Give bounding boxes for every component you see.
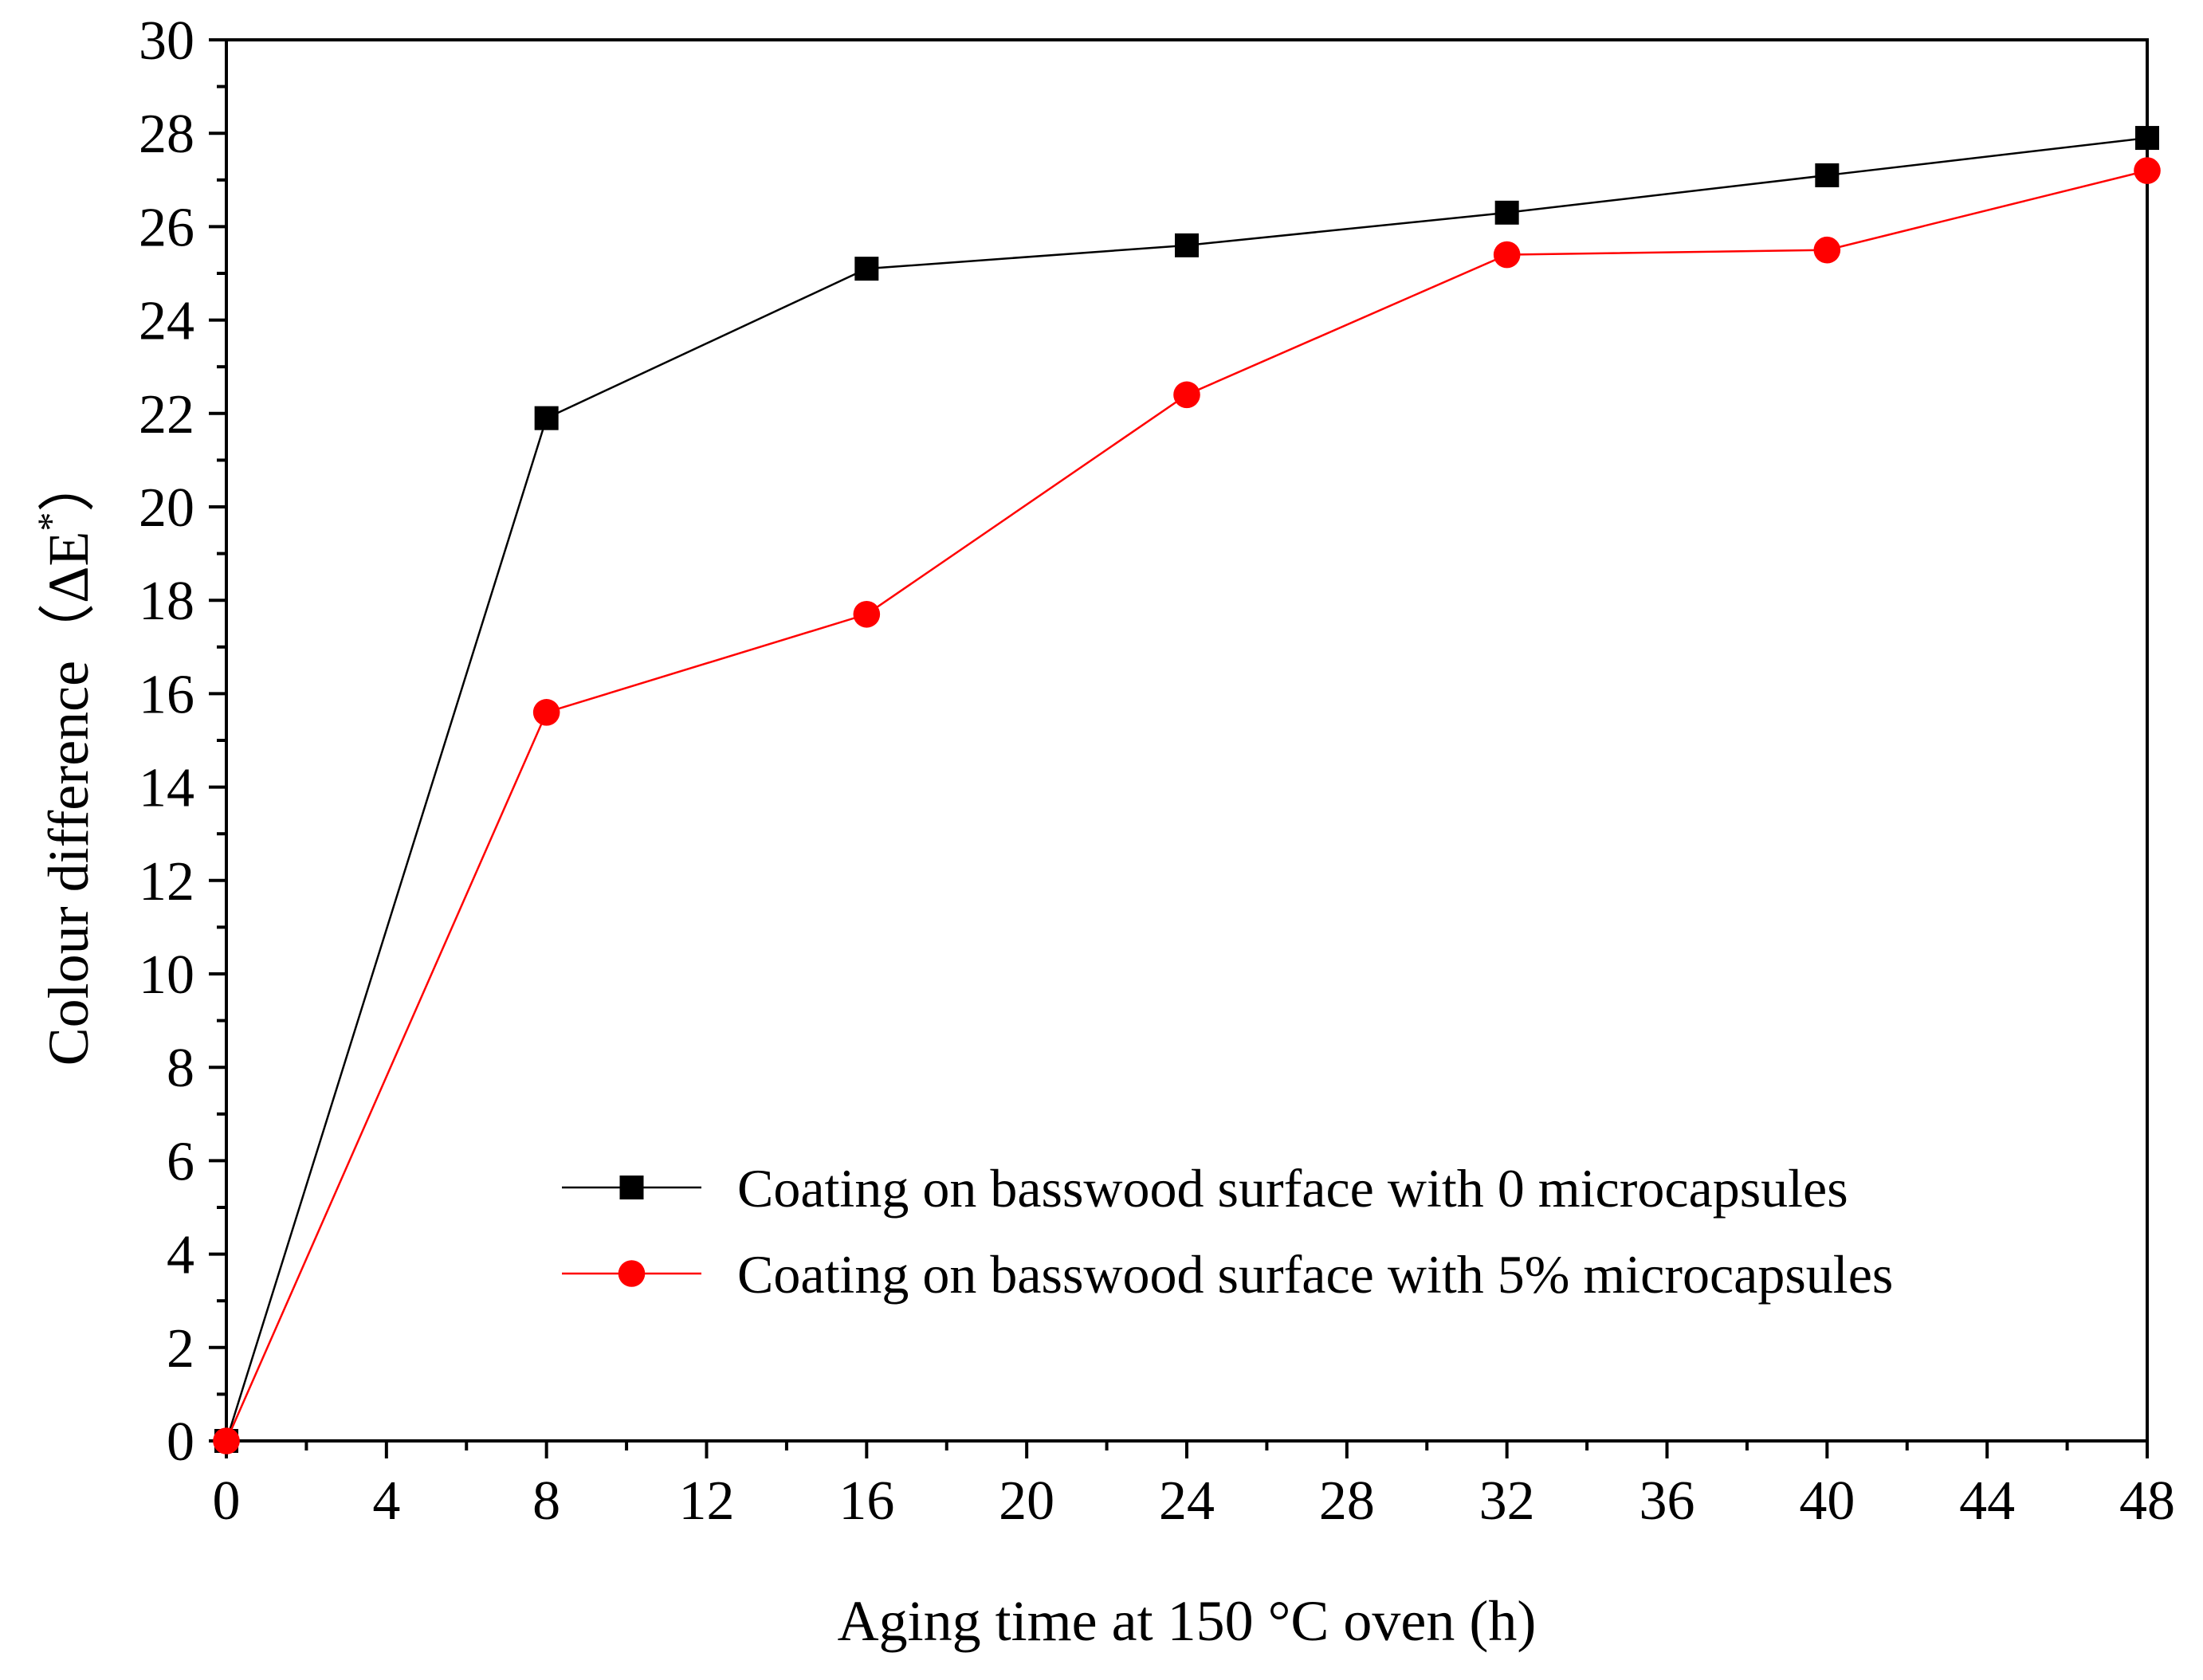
x-tick-label: 24 bbox=[1159, 1470, 1215, 1532]
data-point-series-1 bbox=[1494, 200, 1519, 225]
x-tick-label: 12 bbox=[679, 1470, 735, 1532]
data-point-series-2 bbox=[1493, 241, 1521, 269]
y-axis-title-superscript: * bbox=[30, 512, 73, 532]
y-tick-label: 26 bbox=[139, 197, 194, 258]
data-point-series-2 bbox=[2134, 157, 2161, 184]
series-group bbox=[213, 126, 2161, 1454]
x-tick-label: 20 bbox=[999, 1470, 1054, 1532]
x-tick-label: 36 bbox=[1639, 1470, 1695, 1532]
legend-label-1: Coating on basswood surface with 0 micro… bbox=[737, 1158, 1848, 1219]
y-tick-label: 14 bbox=[139, 758, 194, 819]
data-point-series-2 bbox=[853, 600, 881, 628]
data-point-series-1 bbox=[2135, 126, 2159, 151]
data-point-series-2 bbox=[1173, 381, 1200, 409]
y-tick-label: 2 bbox=[167, 1318, 194, 1380]
x-tick-label: 0 bbox=[213, 1470, 241, 1532]
y-tick-label: 18 bbox=[139, 571, 194, 632]
data-point-series-1 bbox=[534, 406, 559, 430]
y-tick-label: 0 bbox=[167, 1411, 194, 1473]
legend-marker-2 bbox=[618, 1260, 646, 1287]
x-axis-title: Aging time at 150 °C oven (h) bbox=[838, 1589, 1537, 1653]
x-tick-label: 4 bbox=[372, 1470, 400, 1532]
legend-label-2: Coating on basswood surface with 5% micr… bbox=[737, 1244, 1893, 1305]
y-tick-label: 12 bbox=[139, 851, 194, 913]
data-point-series-1 bbox=[1815, 163, 1840, 187]
y-tick-label: 28 bbox=[139, 104, 194, 165]
y-tick-label: 22 bbox=[139, 384, 194, 446]
axes-group: 0 4 8 12 16 20 24 28 32 36 40 44 4802468101214161820… bbox=[139, 10, 2175, 1532]
x-tick-label: 44 bbox=[1959, 1470, 2015, 1532]
y-tick-label: 4 bbox=[167, 1225, 194, 1286]
x-tick-label: 40 bbox=[1799, 1470, 1855, 1532]
y-axis-title-prefix: Colour difference（ΔE bbox=[37, 532, 100, 1066]
data-point-series-1 bbox=[1175, 233, 1199, 257]
data-point-series-2 bbox=[213, 1427, 240, 1454]
legend-marker-1 bbox=[619, 1176, 644, 1199]
legend: Coating on basswood surface with 0 micro… bbox=[562, 1158, 1893, 1305]
y-tick-label: 8 bbox=[167, 1038, 194, 1099]
y-axis-title-suffix: ） bbox=[37, 455, 100, 512]
x-tick-label: 16 bbox=[838, 1470, 894, 1532]
x-tick-label: 32 bbox=[1479, 1470, 1535, 1532]
y-tick-label: 6 bbox=[167, 1131, 194, 1192]
y-axis-title: Colour difference（ΔE*） bbox=[30, 455, 100, 1066]
data-point-series-2 bbox=[1813, 236, 1841, 264]
data-point-series-1 bbox=[854, 257, 879, 281]
x-tick-label: 48 bbox=[2119, 1470, 2175, 1532]
y-tick-label: 16 bbox=[139, 664, 194, 725]
x-tick-label: 28 bbox=[1319, 1470, 1375, 1532]
y-tick-label: 30 bbox=[139, 10, 194, 72]
y-tick-label: 10 bbox=[139, 944, 194, 1006]
y-tick-label: 24 bbox=[139, 291, 194, 352]
data-point-series-2 bbox=[532, 699, 560, 726]
x-tick-label: 8 bbox=[532, 1470, 560, 1532]
y-tick-label: 20 bbox=[139, 477, 194, 539]
